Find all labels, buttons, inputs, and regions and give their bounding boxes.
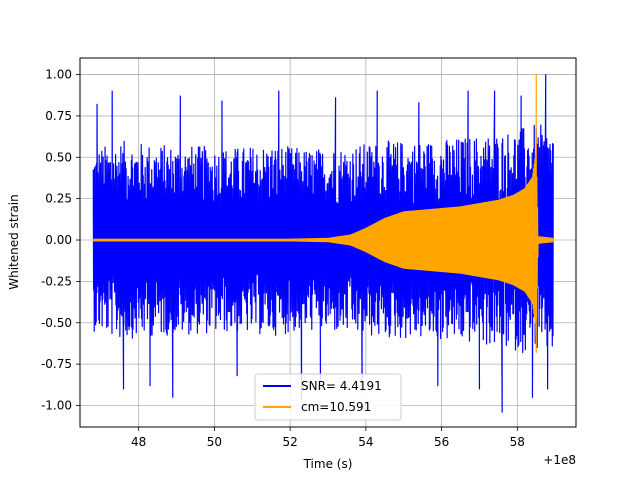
y-tick-label-2: -0.50 [41,316,72,330]
y-axis-label: Whitened strain [7,194,21,290]
y-tick-label-5: 0.25 [45,192,72,206]
plot-frame [79,57,577,428]
x-axis-label: Time (s) [303,457,353,471]
x-tick-label-2: 52 [282,435,297,449]
legend-label-series-0: SNR= 4.4191 [301,379,382,393]
y-tick-label-1: -0.75 [41,357,72,371]
legend-label-series-1: cm=10.591 [301,400,371,414]
series-layer [92,73,554,413]
y-tick-label-8: 1.00 [45,68,72,82]
x-tick-label-5: 58 [510,435,525,449]
y-tick-label-0: -1.00 [41,398,72,412]
series-line-1 [92,73,554,354]
x-offset-label: +1e8 [543,453,576,467]
x-tick-label-0: 48 [131,435,146,449]
ticks: 48 50 52 54 56 58 -1.00 -0.75 -0.50 -0.25 0.00 0.25… [41,68,525,449]
y-tick-label-7: 0.75 [45,109,72,123]
y-tick-label-6: 0.50 [45,150,72,164]
legend-box [254,373,402,421]
x-tick-label-1: 50 [207,435,222,449]
legend: SNR= 4.4191 cm=10.591 [254,373,402,421]
y-tick-label-3: -0.25 [41,274,72,288]
x-tick-label-4: 56 [434,435,449,449]
x-tick-label-3: 54 [358,435,373,449]
y-tick-label-4: 0.00 [45,233,72,247]
